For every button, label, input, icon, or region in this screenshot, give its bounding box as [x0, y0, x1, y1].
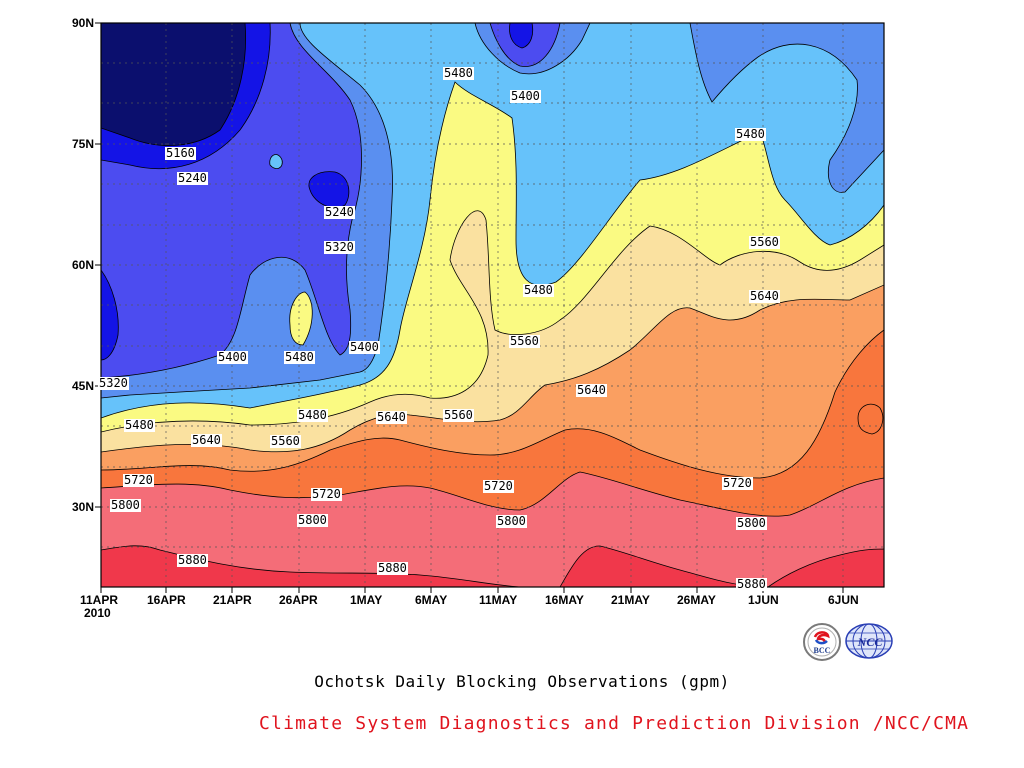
x-tick-26apr: 26APR [279, 593, 318, 607]
contour-label: 5640 [749, 289, 780, 303]
bcc-logo-text: BCC [814, 646, 831, 655]
contour-label: 5800 [736, 516, 767, 530]
contour-label: 5560 [509, 334, 540, 348]
contour-label: 5800 [496, 514, 527, 528]
contour-label: 5640 [576, 383, 607, 397]
fill-5160-5240-cell [308, 171, 350, 209]
axis-ticks [95, 22, 844, 593]
x-tick-6jun: 6JUN [828, 593, 859, 607]
contour-label: 5720 [722, 476, 753, 490]
fill-5400-5480-blob [269, 154, 283, 169]
contour-label: 5480 [284, 350, 315, 364]
y-tick-75n: 75N [71, 137, 94, 151]
contour-label: 5640 [376, 410, 407, 424]
x-tick-21may: 21MAY [611, 593, 650, 607]
x-year-label: 2010 [84, 606, 111, 620]
fill-5320-5400-ne [689, 23, 884, 193]
contour-label: 5480 [443, 66, 474, 80]
contour-label: 5880 [177, 553, 208, 567]
fill-5160-5240-pole [509, 23, 534, 49]
contour-fills [101, 23, 884, 587]
contour-label: 5240 [324, 205, 355, 219]
contour-label: 5320 [98, 376, 129, 390]
contour-label: 5480 [735, 127, 766, 141]
y-tick-45n: 45N [71, 379, 94, 393]
ncc-logo: NCC [845, 623, 893, 659]
x-tick-11may: 11MAY [479, 593, 518, 607]
contour-label: 5560 [443, 408, 474, 422]
x-tick-11apr: 11APR [80, 593, 119, 607]
credit-line: Climate System Diagnostics and Predictio… [259, 713, 970, 734]
contour-label: 5720 [123, 473, 154, 487]
x-tick-16apr: 16APR [147, 593, 186, 607]
contour-label: 5880 [736, 577, 767, 591]
fill-5160-5240-w [101, 269, 119, 361]
y-tick-90n: 90N [71, 16, 94, 30]
contour-label: 5160 [165, 146, 196, 160]
contour-label: 5560 [749, 235, 780, 249]
contour-label: 5480 [124, 418, 155, 432]
chart-caption: Ochotsk Daily Blocking Observations (gpm… [314, 672, 730, 691]
contour-label: 5720 [311, 487, 342, 501]
contour-label: 5880 [377, 561, 408, 575]
x-tick-1may: 1MAY [350, 593, 383, 607]
x-tick-6may: 6MAY [415, 593, 448, 607]
contour-label: 5320 [324, 240, 355, 254]
contour-label: 5720 [483, 479, 514, 493]
plot-frame [100, 22, 885, 588]
contour-label: 5240 [177, 171, 208, 185]
fill-below-5160 [101, 23, 246, 146]
bcc-logo: BCC [803, 623, 841, 661]
x-tick-1jun: 1JUN [748, 593, 779, 607]
contour-label: 5640 [191, 433, 222, 447]
contour-label: 5400 [510, 89, 541, 103]
y-tick-30n: 30N [71, 500, 94, 514]
x-tick-16may: 16MAY [545, 593, 584, 607]
contour-label: 5480 [523, 283, 554, 297]
grid-lines [101, 23, 884, 587]
fill-5800-5880 [101, 471, 884, 587]
contour-label: 5400 [349, 340, 380, 354]
ncc-logo-text: NCC [857, 635, 884, 649]
contour-label: 5400 [217, 350, 248, 364]
contour-label: 5560 [270, 434, 301, 448]
fill-above-5880 [101, 545, 884, 587]
contour-label: 5800 [297, 513, 328, 527]
y-tick-60n: 60N [71, 258, 94, 272]
contour-label: 5800 [110, 498, 141, 512]
x-tick-26may: 26MAY [677, 593, 716, 607]
x-tick-21apr: 21APR [213, 593, 252, 607]
fill-5720-5800-cell [857, 403, 884, 435]
contour-label: 5480 [297, 408, 328, 422]
